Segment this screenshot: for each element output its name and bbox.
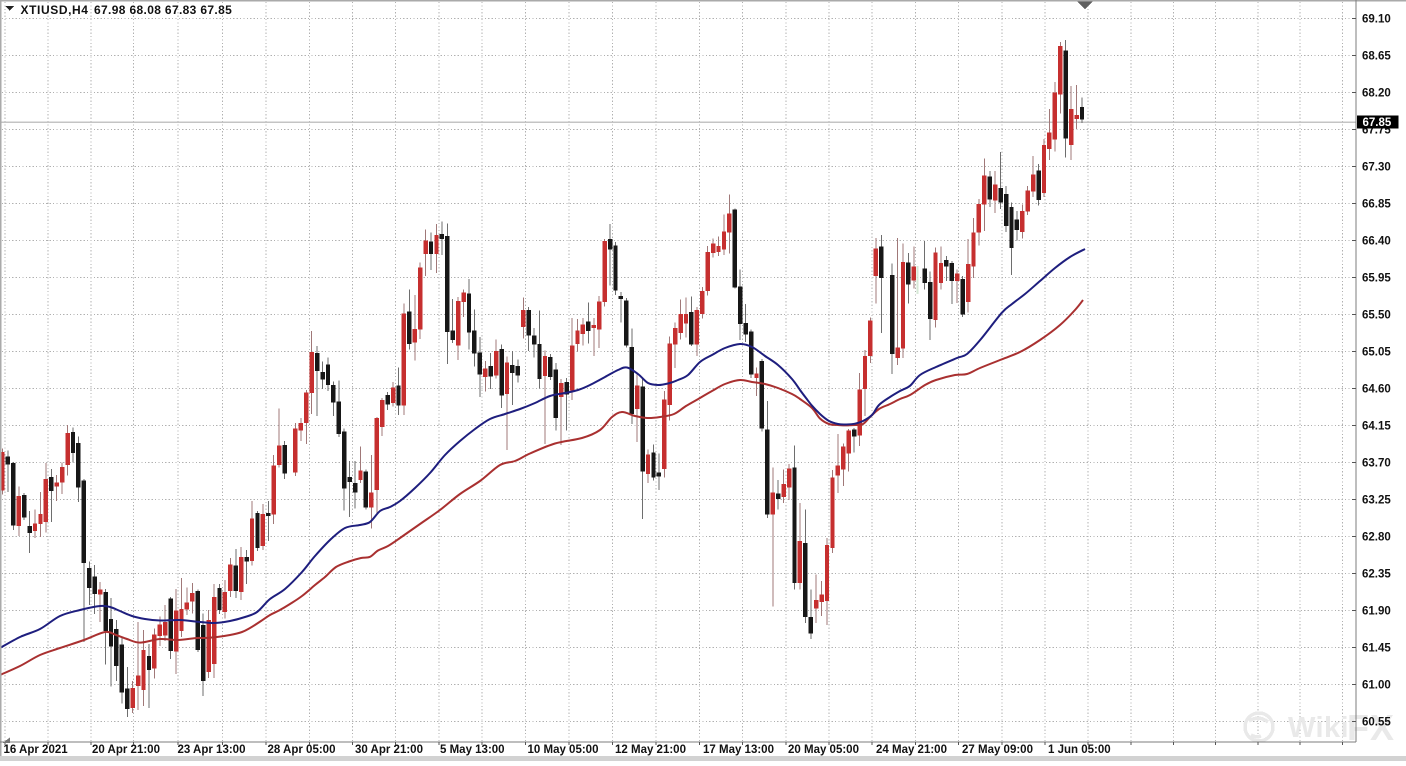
svg-text:69.10: 69.10 [1362, 14, 1391, 26]
svg-text:28 Apr 05:00: 28 Apr 05:00 [268, 744, 336, 756]
svg-text:61.45: 61.45 [1362, 643, 1391, 655]
svg-text:65.50: 65.50 [1362, 310, 1391, 322]
svg-text:65.05: 65.05 [1362, 347, 1391, 359]
svg-text:10 May 05:00: 10 May 05:00 [528, 744, 599, 756]
svg-text:5 May 13:00: 5 May 13:00 [440, 744, 505, 756]
svg-text:63.70: 63.70 [1362, 458, 1391, 470]
svg-text:61.90: 61.90 [1362, 606, 1391, 618]
svg-text:12 May 21:00: 12 May 21:00 [615, 744, 686, 756]
svg-text:27 May 09:00: 27 May 09:00 [962, 744, 1033, 756]
svg-text:XTIUSD,H4: XTIUSD,H4 [21, 3, 89, 17]
svg-text:20 May 05:00: 20 May 05:00 [788, 744, 859, 756]
svg-text:64.60: 64.60 [1362, 384, 1391, 396]
svg-text:68.65: 68.65 [1362, 51, 1391, 63]
svg-text:16 Apr 2021: 16 Apr 2021 [4, 744, 69, 756]
svg-text:20 Apr 21:00: 20 Apr 21:00 [92, 744, 160, 756]
svg-text:65.95: 65.95 [1362, 273, 1391, 285]
svg-text:Wiki: Wiki [1288, 712, 1349, 744]
svg-text:17 May 13:00: 17 May 13:00 [703, 744, 774, 756]
svg-text:61.00: 61.00 [1362, 680, 1391, 692]
svg-text:66.85: 66.85 [1362, 199, 1391, 211]
svg-text:67.98 68.08 67.83 67.85: 67.98 68.08 67.83 67.85 [94, 3, 232, 17]
svg-text:24 May 21:00: 24 May 21:00 [876, 744, 947, 756]
svg-text:60.55: 60.55 [1362, 717, 1391, 729]
svg-text:30 Apr 21:00: 30 Apr 21:00 [355, 744, 423, 756]
svg-text:66.40: 66.40 [1362, 236, 1391, 248]
svg-text:62.80: 62.80 [1362, 532, 1391, 544]
svg-text:1 Jun 05:00: 1 Jun 05:00 [1048, 744, 1111, 756]
svg-text:23 Apr 13:00: 23 Apr 13:00 [178, 744, 246, 756]
svg-text:67.85: 67.85 [1363, 117, 1392, 129]
svg-text:63.25: 63.25 [1362, 495, 1391, 507]
svg-text:68.20: 68.20 [1362, 88, 1391, 100]
svg-text:FX: FX [1347, 707, 1395, 748]
svg-text:62.35: 62.35 [1362, 569, 1391, 581]
svg-text:64.15: 64.15 [1362, 421, 1391, 433]
svg-text:67.30: 67.30 [1362, 162, 1391, 174]
